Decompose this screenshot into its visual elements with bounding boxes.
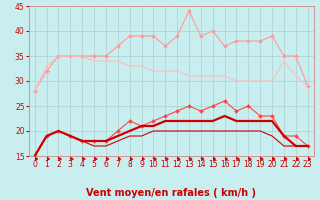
Text: Vent moyen/en rafales ( km/h ): Vent moyen/en rafales ( km/h ) — [86, 188, 256, 198]
